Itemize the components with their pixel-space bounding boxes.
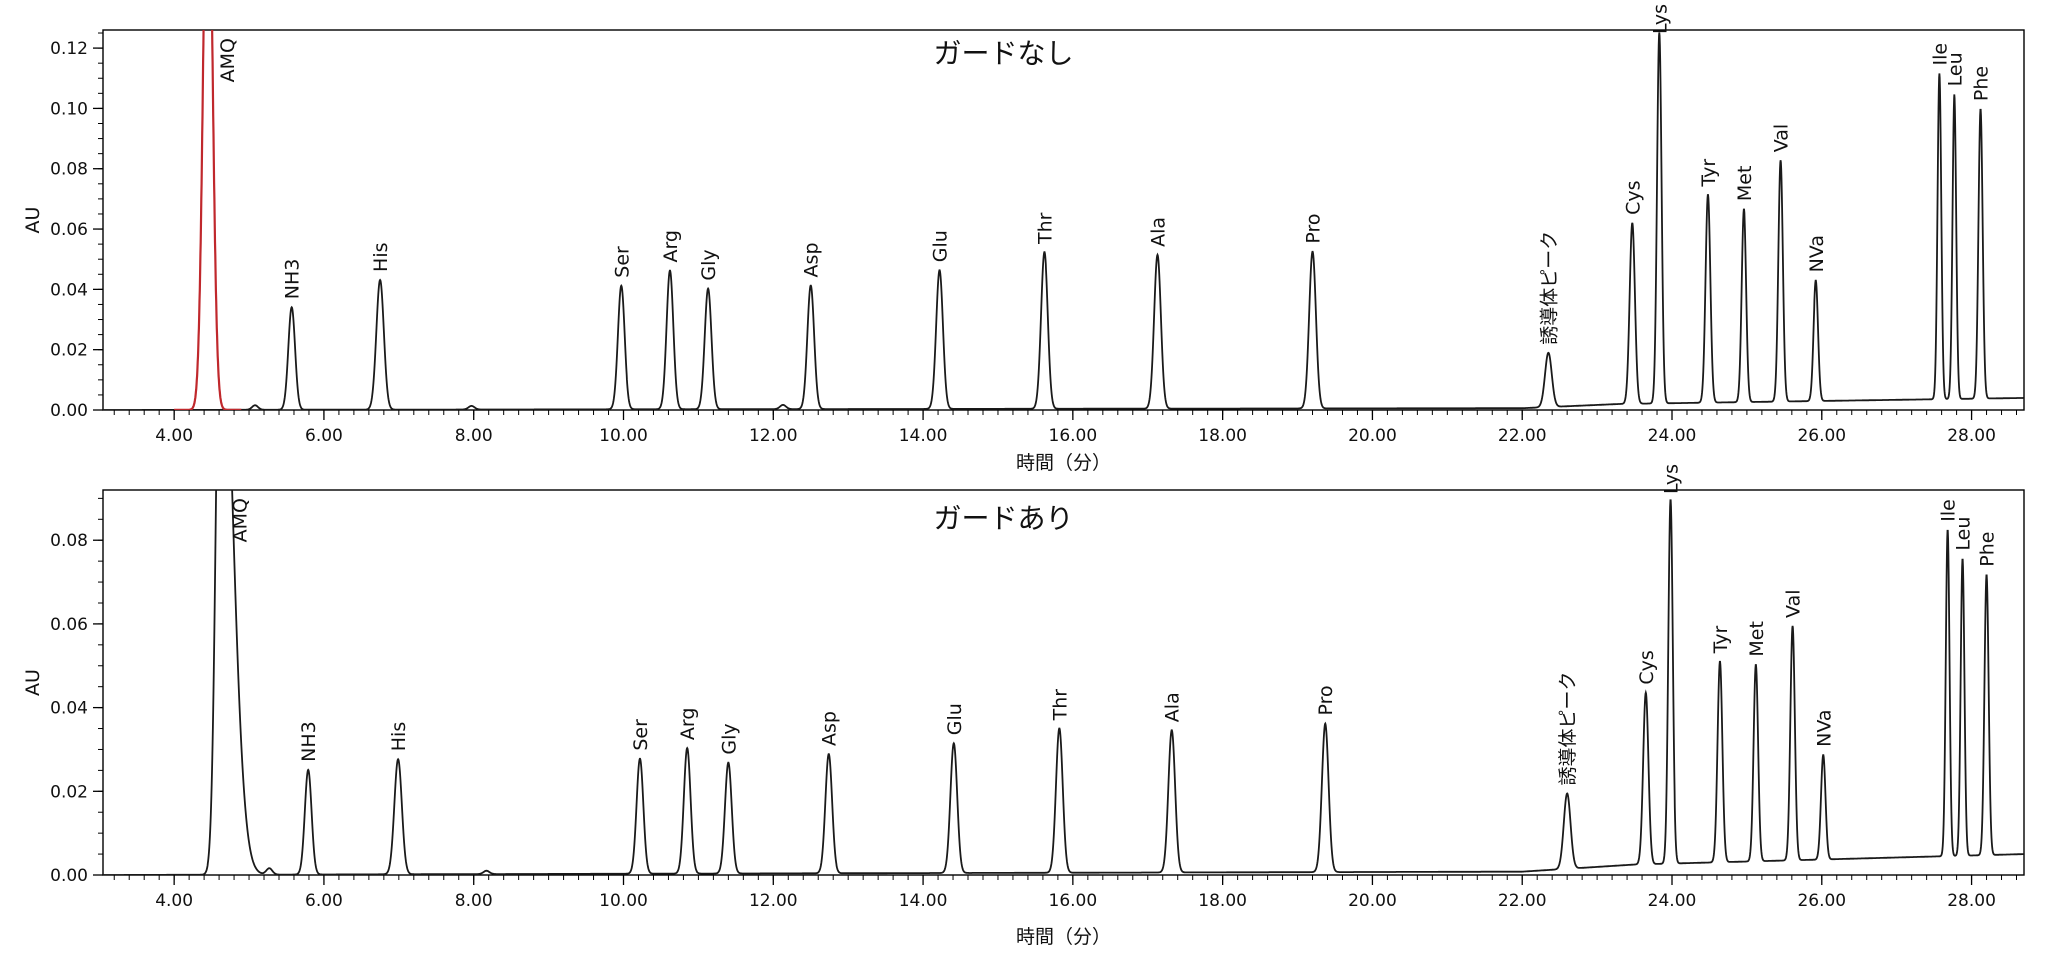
x-tick-label: 26.00 [1797,426,1846,446]
x-tick-label: 10.00 [599,891,648,911]
peak-label: Cys [1636,650,1658,684]
x-tick-label: 28.00 [1947,891,1996,911]
peak-label: Ile [1929,43,1951,66]
y-tick-label: 0.00 [50,866,88,886]
x-tick-label: 22.00 [1498,426,1547,446]
peak-label: Asp [819,711,841,746]
y-tick-label: 0.02 [50,782,88,802]
y-tick-label: 0.06 [50,615,88,635]
x-tick-label: 14.00 [899,891,948,911]
x-tick-label: 22.00 [1498,891,1547,911]
x-tick-label: 24.00 [1648,891,1697,911]
x-tick-label: 20.00 [1348,891,1397,911]
x-tick-label: 6.00 [305,891,343,911]
chromatogram-trace [103,32,2024,410]
peak-label: Glu [930,230,952,262]
peak-label: Ala [1147,217,1169,247]
x-tick-label: 4.00 [155,891,193,911]
peak-label: Thr [1049,689,1071,722]
peak-label: Met [1746,621,1768,657]
peak-label: 誘導体ピーク [1538,231,1560,345]
x-tick-label: 8.00 [455,891,493,911]
x-tick-label: 4.00 [155,426,193,446]
peak-label: NH3 [282,259,304,300]
peak-label: Glu [944,703,966,735]
x-tick-label: 28.00 [1947,426,1996,446]
y-tick-label: 0.04 [50,280,88,300]
y-tick-label: 0.10 [50,99,88,119]
peak-label: Tyr [1698,159,1720,188]
peak-label: Gly [718,723,740,754]
x-tick-label: 8.00 [455,426,493,446]
peak-label: Arg [677,708,699,741]
peak-label: Ser [611,246,633,278]
x-tick-label: 10.00 [599,426,648,446]
peak-label: Ser [630,719,652,751]
peak-label: 誘導体ピーク [1557,671,1579,785]
peak-label: Val [1783,589,1805,617]
peak-label: Leu [1944,52,1966,86]
peak-label: Cys [1622,180,1644,214]
peak-label: NVa [1806,235,1828,272]
x-tick-label: 18.00 [1198,891,1247,911]
x-axis-title: 時間（分） [1016,452,1111,474]
chromatogram-panel-without-guard: 4.00 6.00 8.00 10.00 12.00 14.00 16.00 18.00 20.… [22,4,2025,474]
peak-label: Met [1734,166,1756,202]
peak-label: Tyr [1710,625,1732,654]
x-tick-label: 24.00 [1648,426,1697,446]
peak-label: Arg [660,230,682,263]
peak-label: Ile [1938,499,1960,522]
x-tick-label: 16.00 [1049,426,1098,446]
peak-label: Phe [1977,531,1999,566]
peak-label: NH3 [298,721,320,762]
plot-frame [102,489,2025,876]
peak-label: AMQ [230,498,252,542]
x-tick-label: 26.00 [1797,891,1846,911]
y-axis-title: AU [22,207,44,234]
peak-label: His [370,242,392,271]
x-axis-title: 時間（分） [1016,926,1111,948]
y-axis-title: AU [22,669,44,696]
peak-label: Lys [1649,4,1671,34]
plot-frame [102,29,2025,411]
peak-label: Gly [698,249,720,280]
peak-label: Pro [1303,213,1325,243]
y-tick-label: 0.06 [50,220,88,240]
y-tick-label: 0.12 [50,39,88,59]
y-tick-label: 0.00 [50,401,88,421]
peak-label: Ala [1162,692,1184,722]
panel-title: ガードなし [933,37,1073,70]
x-tick-label: 6.00 [305,426,343,446]
peak-label: His [388,722,410,751]
peak-label: Val [1771,124,1793,152]
x-tick-label: 12.00 [749,426,798,446]
chromatogram-trace [103,490,2024,875]
x-tick-label: 18.00 [1198,426,1247,446]
panel-title: ガードあり [933,502,1073,535]
y-tick-label: 0.08 [50,160,88,180]
x-tick-label: 12.00 [749,891,798,911]
peak-label: Thr [1034,212,1056,245]
peak-label: Asp [801,242,823,277]
peak-label: Pro [1315,685,1337,715]
peak-label: Lys [1661,464,1683,494]
y-tick-label: 0.08 [50,531,88,551]
y-tick-label: 0.02 [50,341,88,361]
chromatogram-panel-with-guard: 4.00 6.00 8.00 10.00 12.00 14.00 16.00 18.00 20.… [22,464,2025,948]
highlighted-peak-trace [174,30,242,410]
y-tick-label: 0.04 [50,699,88,719]
x-tick-label: 16.00 [1049,891,1098,911]
x-tick-label: 14.00 [899,426,948,446]
peak-label: NVa [1813,709,1835,746]
x-tick-label: 20.00 [1348,426,1397,446]
peak-label: Leu [1953,517,1975,551]
peak-label: AMQ [217,38,239,82]
peak-label: Phe [1971,66,1993,101]
